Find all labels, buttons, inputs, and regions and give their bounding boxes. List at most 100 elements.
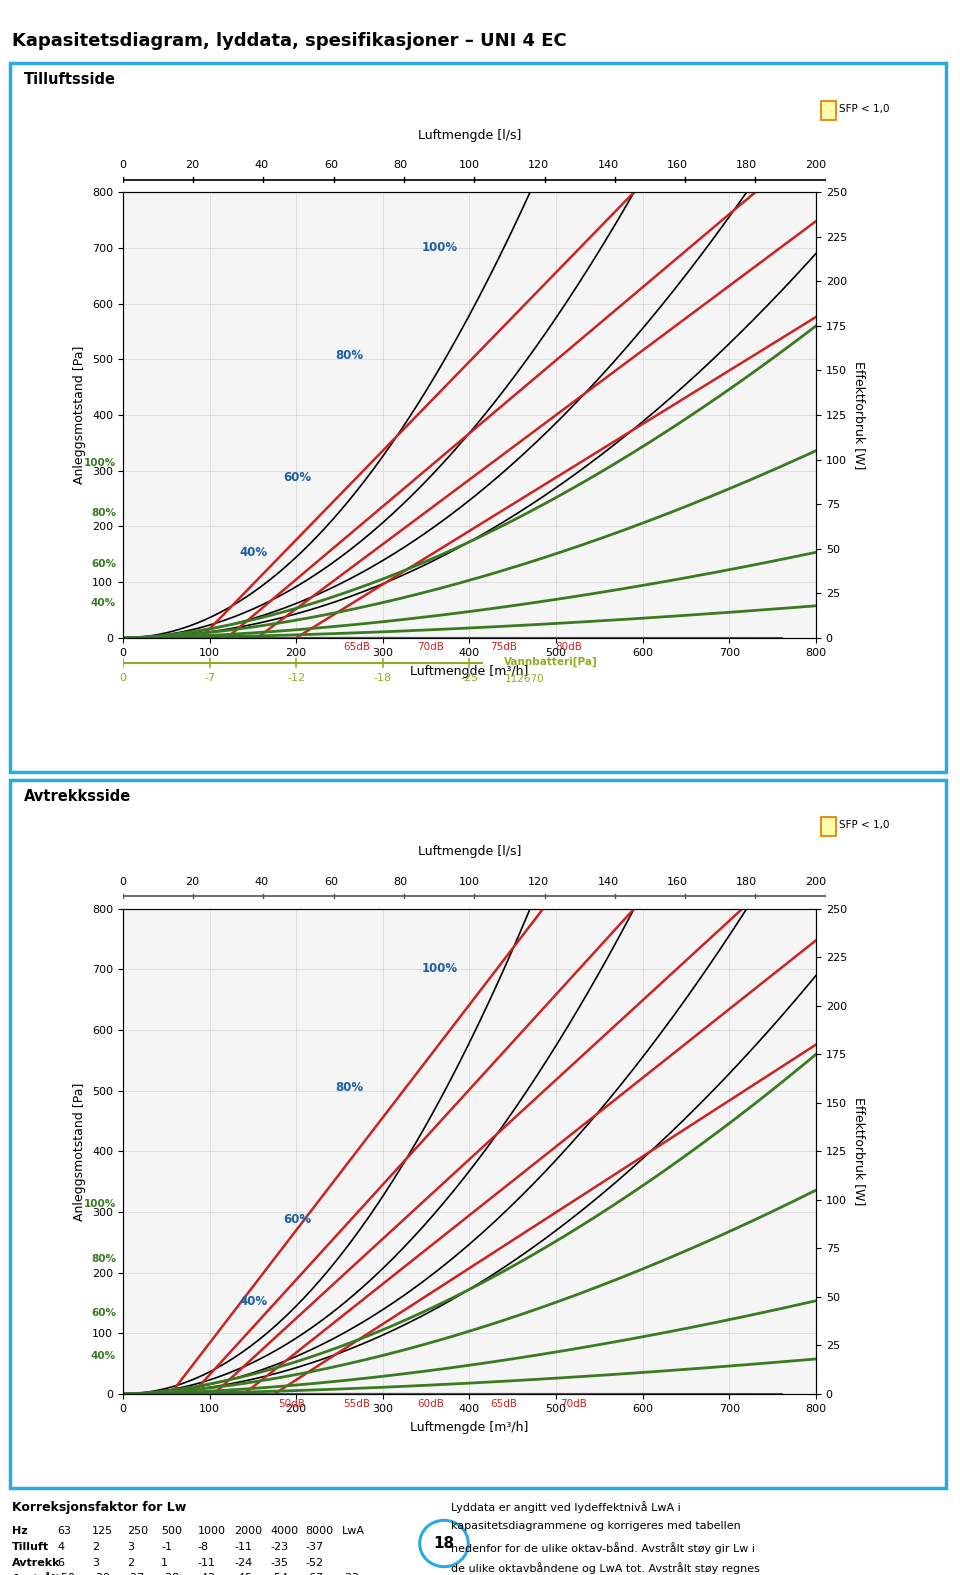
Text: 3: 3: [92, 1558, 99, 1567]
Text: 80%: 80%: [91, 1254, 116, 1263]
Text: 200: 200: [805, 877, 827, 887]
Text: 80%: 80%: [335, 1080, 363, 1093]
X-axis label: Luftmengde [m³/h]: Luftmengde [m³/h]: [410, 665, 529, 677]
Text: -39: -39: [92, 1573, 110, 1575]
Text: Luftmengde [l/s]: Luftmengde [l/s]: [418, 129, 521, 142]
Text: 0: 0: [119, 161, 127, 170]
Text: 140: 140: [597, 161, 618, 170]
Text: 180: 180: [736, 877, 757, 887]
Text: Lyddata er angitt ved lydeffektnivå LwA i: Lyddata er angitt ved lydeffektnivå LwA …: [451, 1501, 681, 1514]
Text: 60%: 60%: [91, 559, 116, 569]
Text: 65dB: 65dB: [344, 643, 371, 652]
Text: kapasitetsdiagrammene og korrigeres med tabellen: kapasitetsdiagrammene og korrigeres med …: [451, 1521, 741, 1531]
Text: 80%: 80%: [335, 350, 363, 362]
Text: -45: -45: [234, 1573, 252, 1575]
Text: -52: -52: [305, 1558, 324, 1567]
Text: 180: 180: [736, 161, 757, 170]
Text: 65dB: 65dB: [491, 1399, 517, 1408]
Text: 70dB: 70dB: [417, 643, 444, 652]
Text: 60%: 60%: [91, 1309, 116, 1318]
Text: -25: -25: [461, 673, 478, 682]
Text: 0: 0: [119, 673, 127, 682]
Text: 4000: 4000: [271, 1526, 299, 1536]
Text: 100: 100: [459, 161, 480, 170]
Text: 3: 3: [127, 1542, 133, 1551]
Text: 120: 120: [528, 877, 549, 887]
Text: -11: -11: [198, 1558, 216, 1567]
Text: 140: 140: [597, 877, 618, 887]
Text: 100%: 100%: [421, 241, 458, 254]
Text: 20: 20: [185, 877, 200, 887]
Text: -42: -42: [198, 1573, 216, 1575]
Text: 70dB: 70dB: [560, 1399, 587, 1408]
Text: 55dB: 55dB: [344, 1399, 371, 1408]
Text: 100%: 100%: [84, 458, 116, 468]
Text: -67: -67: [305, 1573, 324, 1575]
Text: 100%: 100%: [84, 1199, 116, 1210]
Text: 40%: 40%: [91, 1351, 116, 1361]
Text: 125: 125: [92, 1526, 113, 1536]
Text: Avtrekk: Avtrekk: [12, 1558, 60, 1567]
Text: Kapasitetsdiagram, lyddata, spesifikasjoner – UNI 4 EC: Kapasitetsdiagram, lyddata, spesifikasjo…: [12, 32, 566, 49]
Text: 4: 4: [58, 1542, 64, 1551]
Y-axis label: Effektforbruk [W]: Effektforbruk [W]: [853, 1098, 867, 1205]
Text: 6: 6: [58, 1558, 64, 1567]
Text: 60: 60: [324, 877, 338, 887]
Text: de ulike oktavbåndene og LwA tot. Avstrålt støy regnes: de ulike oktavbåndene og LwA tot. Avstrå…: [451, 1562, 760, 1575]
Text: -35: -35: [271, 1558, 289, 1567]
Text: 500: 500: [161, 1526, 182, 1536]
Text: LwA: LwA: [342, 1526, 365, 1536]
Text: -23: -23: [271, 1542, 289, 1551]
Text: 2000: 2000: [234, 1526, 262, 1536]
X-axis label: Luftmengde [m³/h]: Luftmengde [m³/h]: [410, 1421, 529, 1433]
Text: 60%: 60%: [283, 471, 311, 484]
Text: 60dB: 60dB: [417, 1399, 444, 1408]
Text: SFP < 1,0: SFP < 1,0: [839, 104, 890, 113]
Text: 18: 18: [433, 1536, 455, 1551]
Text: Luftmengde [l/s]: Luftmengde [l/s]: [418, 846, 521, 858]
Text: -37: -37: [305, 1542, 324, 1551]
Text: 120: 120: [528, 161, 549, 170]
Y-axis label: Anleggsmotstand [Pa]: Anleggsmotstand [Pa]: [74, 346, 86, 484]
Y-axis label: Effektforbruk [W]: Effektforbruk [W]: [853, 361, 867, 469]
Text: -38: -38: [161, 1573, 180, 1575]
Text: 80%: 80%: [91, 509, 116, 518]
Text: 20: 20: [185, 161, 200, 170]
Text: 100: 100: [459, 877, 480, 887]
Text: -18: -18: [373, 673, 392, 682]
Text: 112670: 112670: [504, 674, 544, 684]
Text: 80: 80: [393, 161, 407, 170]
Text: SFP < 1,0: SFP < 1,0: [839, 821, 890, 830]
Text: 160: 160: [667, 161, 688, 170]
Text: Avtrekksside: Avtrekksside: [24, 789, 132, 805]
Text: -27: -27: [127, 1573, 145, 1575]
Text: Vannbatteri[Pa]: Vannbatteri[Pa]: [504, 657, 598, 666]
Text: Avstrålt: Avstrålt: [12, 1573, 60, 1575]
Text: 0: 0: [119, 877, 127, 887]
Text: 80: 80: [393, 877, 407, 887]
Text: 250: 250: [127, 1526, 148, 1536]
Text: 8000: 8000: [305, 1526, 333, 1536]
Text: -54: -54: [271, 1573, 289, 1575]
Text: 100%: 100%: [421, 962, 458, 975]
Y-axis label: Anleggsmotstand [Pa]: Anleggsmotstand [Pa]: [74, 1082, 86, 1221]
Text: 60%: 60%: [283, 1213, 311, 1225]
Text: 50dB: 50dB: [278, 1399, 305, 1408]
Text: Korreksjonsfaktor for Lw: Korreksjonsfaktor for Lw: [12, 1501, 186, 1514]
Text: 200: 200: [805, 161, 827, 170]
Text: 40: 40: [254, 877, 269, 887]
Text: 1: 1: [161, 1558, 168, 1567]
Text: -12: -12: [287, 673, 305, 682]
Text: 60: 60: [324, 161, 338, 170]
Text: Tilluftsside: Tilluftsside: [24, 72, 116, 88]
Text: 2: 2: [92, 1542, 99, 1551]
Text: 40%: 40%: [91, 597, 116, 608]
Text: 75dB: 75dB: [491, 643, 517, 652]
Text: -24: -24: [234, 1558, 252, 1567]
Text: 40%: 40%: [240, 547, 268, 559]
Text: 40: 40: [254, 161, 269, 170]
Text: -33: -33: [342, 1573, 360, 1575]
Text: -50: -50: [58, 1573, 76, 1575]
Text: 1000: 1000: [198, 1526, 226, 1536]
Text: 40%: 40%: [240, 1295, 268, 1307]
